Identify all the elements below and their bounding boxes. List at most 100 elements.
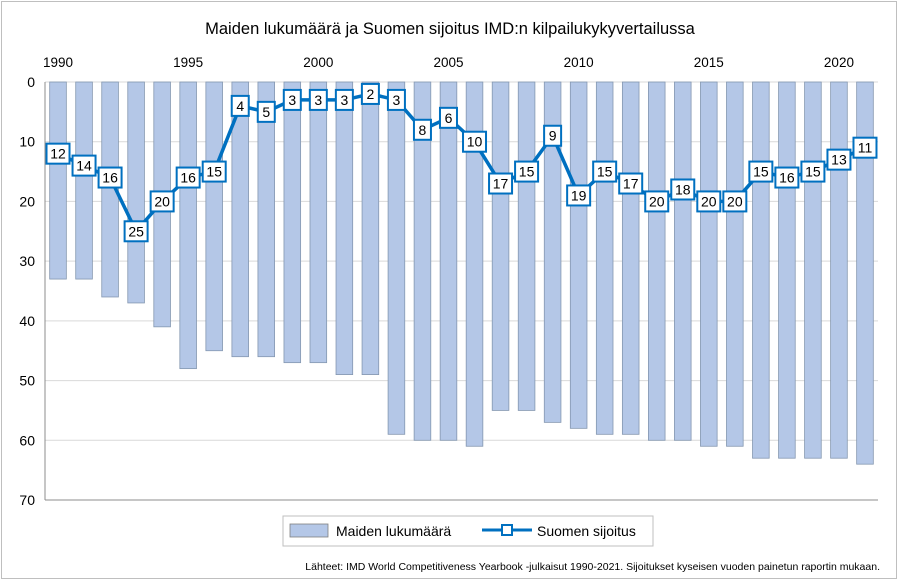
- bar: [465, 81, 484, 447]
- data-label: 15: [519, 164, 535, 180]
- bar: [856, 81, 874, 465]
- data-point-marker: [45, 142, 71, 165]
- data-label: 2: [366, 86, 374, 102]
- data-label: 16: [779, 170, 795, 186]
- y-axis-tick-labels: 0 10 20 30 40 50 60 70: [19, 74, 35, 508]
- data-point-marker: [360, 82, 380, 105]
- bar: [257, 81, 275, 358]
- data-point-marker: [514, 160, 540, 183]
- data-label: 15: [206, 164, 222, 180]
- data-point-marker: [123, 220, 149, 243]
- bar: [543, 81, 562, 423]
- data-label: 10: [467, 134, 483, 150]
- data-label: 13: [831, 152, 847, 168]
- source-note: Lähteet: IMD World Competitiveness Yearb…: [305, 561, 880, 573]
- data-label: 17: [623, 176, 639, 192]
- data-label: 11: [858, 140, 873, 156]
- data-label: 15: [597, 164, 613, 180]
- data-label: 3: [314, 92, 322, 108]
- x-tick-label: 1990: [43, 55, 73, 70]
- data-point-marker: [308, 88, 328, 111]
- data-label: 4: [236, 98, 244, 114]
- data-label: 15: [805, 164, 821, 180]
- x-tick-label: 2000: [303, 55, 333, 70]
- data-point-marker: [644, 190, 670, 213]
- data-point-marker: [71, 154, 97, 177]
- bar: [101, 81, 119, 298]
- bar: [309, 81, 328, 364]
- bar: [439, 81, 458, 441]
- y-tick-label: 40: [19, 313, 35, 329]
- data-label: 9: [549, 128, 557, 144]
- x-tick-label: 2005: [433, 55, 463, 70]
- bar: [361, 81, 380, 376]
- data-label: 12: [50, 146, 66, 162]
- bar: [648, 81, 666, 441]
- bar: [830, 81, 848, 459]
- bar: [517, 81, 536, 411]
- bar: [127, 81, 145, 304]
- data-point-marker: [488, 172, 514, 195]
- legend-bar-swatch: [289, 523, 329, 538]
- data-point-marker: [696, 190, 722, 213]
- data-point-marker: [670, 178, 696, 201]
- data-label: 3: [288, 92, 296, 108]
- data-point-marker: [412, 118, 432, 141]
- bar: [205, 81, 223, 352]
- data-point-marker: [543, 124, 563, 147]
- data-label: 25: [128, 223, 144, 239]
- x-tick-label: 2015: [694, 55, 724, 70]
- bar-series: [49, 81, 874, 465]
- bar: [491, 81, 510, 411]
- data-point-marker: [748, 160, 774, 183]
- legend: Maiden lukumäärä Suomen sijoitus: [282, 515, 654, 547]
- data-point-marker: [282, 88, 302, 111]
- data-point-marker: [175, 166, 201, 189]
- bar: [595, 81, 614, 435]
- axes: [44, 82, 878, 501]
- data-point-marker: [230, 94, 250, 117]
- bar: [179, 81, 197, 370]
- data-label: 18: [675, 181, 691, 197]
- x-tick-label: 2020: [824, 55, 854, 70]
- bar: [700, 81, 718, 447]
- bar: [804, 81, 822, 459]
- data-label: 19: [571, 187, 587, 203]
- data-point-marker: [462, 130, 488, 153]
- data-point-marker: [201, 160, 227, 183]
- bar: [674, 81, 692, 441]
- bar: [778, 81, 796, 459]
- chart-title: Maiden lukumäärä ja Suomen sijoitus IMD:…: [205, 20, 696, 38]
- data-point-marker: [826, 148, 852, 171]
- data-point-marker: [722, 190, 748, 213]
- data-label: 6: [445, 110, 453, 126]
- data-point-marker: [852, 136, 878, 159]
- x-tick-label: 1995: [173, 55, 203, 70]
- data-label: 15: [753, 164, 769, 180]
- data-point-marker: [386, 88, 406, 111]
- bar: [335, 81, 354, 376]
- data-label: 14: [76, 158, 92, 174]
- data-point-marker: [566, 184, 592, 207]
- legend-bar-label: Maiden lukumäärä: [336, 523, 451, 539]
- data-label: 17: [493, 176, 509, 192]
- bar: [569, 81, 588, 429]
- data-point-marker: [334, 88, 354, 111]
- bar: [413, 81, 432, 441]
- data-label: 16: [102, 170, 118, 186]
- data-point-marker: [774, 166, 800, 189]
- data-label: 20: [701, 193, 717, 209]
- y-tick-label: 20: [19, 193, 35, 209]
- x-axis-tick-labels: 1990 1995 2000 2005 2010 2015 2020: [43, 55, 854, 70]
- data-label: 20: [649, 193, 665, 209]
- bar: [283, 81, 302, 364]
- y-tick-label: 70: [19, 492, 35, 508]
- data-label: 20: [727, 193, 743, 209]
- bar: [75, 81, 93, 280]
- bar: [49, 81, 67, 280]
- y-tick-label: 60: [19, 432, 35, 448]
- legend-line-label: Suomen sijoitus: [537, 523, 636, 539]
- data-point-marker: [592, 160, 618, 183]
- data-point-marker: [800, 160, 826, 183]
